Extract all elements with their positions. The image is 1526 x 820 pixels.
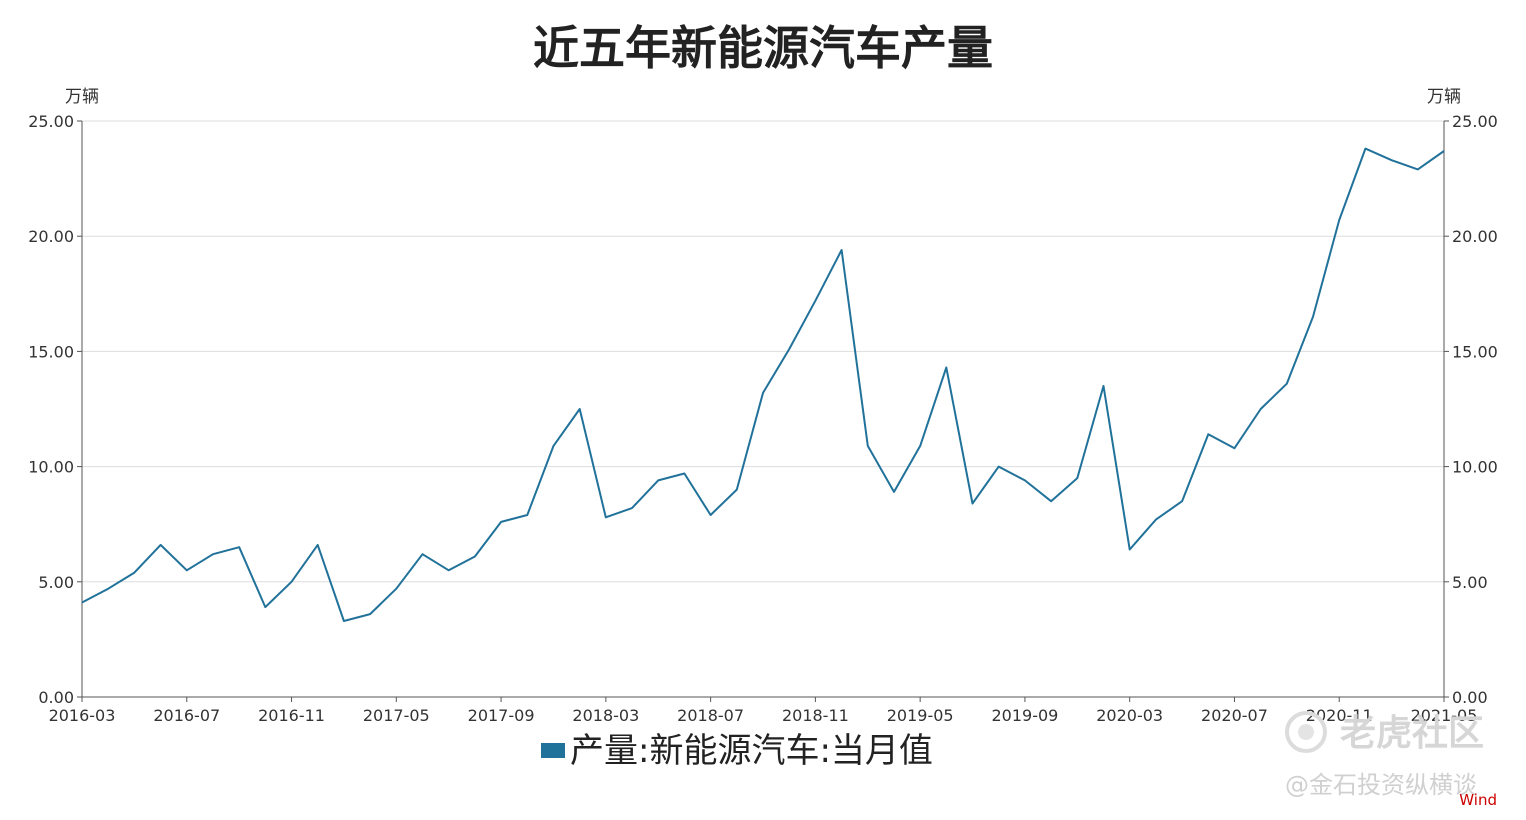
- series-group: [80, 146, 1447, 624]
- data-point[interactable]: [1049, 499, 1054, 504]
- data-point[interactable]: [813, 298, 818, 303]
- data-point[interactable]: [315, 542, 320, 547]
- data-point[interactable]: [211, 552, 216, 557]
- data-point[interactable]: [944, 365, 949, 370]
- data-point[interactable]: [1442, 149, 1447, 154]
- data-point[interactable]: [1337, 218, 1342, 223]
- data-point[interactable]: [761, 390, 766, 395]
- data-point[interactable]: [80, 600, 85, 605]
- data-point[interactable]: [446, 568, 451, 573]
- data-point[interactable]: [341, 619, 346, 624]
- data-point[interactable]: [1075, 476, 1080, 481]
- left-y-tick-label: 20.00: [28, 227, 74, 246]
- left-y-tick-label: 25.00: [28, 112, 74, 131]
- data-point[interactable]: [132, 570, 137, 575]
- data-point[interactable]: [1258, 407, 1263, 412]
- data-point[interactable]: [263, 605, 268, 610]
- x-tick-label: 2018-07: [677, 706, 744, 725]
- x-tick-label: 2021-05: [1411, 706, 1478, 725]
- data-point[interactable]: [472, 554, 477, 559]
- data-point[interactable]: [1363, 146, 1368, 151]
- watermark-brand: 老虎社区: [1340, 713, 1484, 754]
- data-point[interactable]: [1153, 517, 1158, 522]
- right-y-tick-label: 25.00: [1452, 112, 1498, 131]
- data-point[interactable]: [237, 545, 242, 550]
- data-point[interactable]: [1127, 547, 1132, 552]
- data-point[interactable]: [420, 552, 425, 557]
- data-point[interactable]: [656, 478, 661, 483]
- data-point[interactable]: [1284, 381, 1289, 386]
- x-tick-label: 2016-03: [49, 706, 116, 725]
- chart-title: 近五年新能源汽车产量: [533, 21, 993, 75]
- x-tick-label: 2017-05: [363, 706, 430, 725]
- data-point[interactable]: [1232, 446, 1237, 451]
- x-tick-label: 2017-09: [468, 706, 535, 725]
- data-point[interactable]: [394, 586, 399, 591]
- data-point[interactable]: [918, 443, 923, 448]
- data-point[interactable]: [158, 542, 163, 547]
- data-point[interactable]: [1022, 478, 1027, 483]
- left-y-tick-labels: 0.00 5.00 10.00 15.00 20.00 25.00: [28, 112, 74, 707]
- series-line: [81, 147, 1445, 622]
- data-point[interactable]: [682, 471, 687, 476]
- data-point[interactable]: [1389, 158, 1394, 163]
- data-point[interactable]: [1180, 499, 1185, 504]
- data-point[interactable]: [839, 248, 844, 253]
- legend-label: 产量:新能源汽车:当月值: [570, 731, 933, 771]
- watermark-handle: @金石投资纵横谈: [1285, 771, 1477, 799]
- legend-swatch: [541, 743, 565, 758]
- data-point[interactable]: [970, 501, 975, 506]
- right-y-tick-label: 5.00: [1452, 573, 1488, 592]
- data-point[interactable]: [499, 519, 504, 524]
- axes: [77, 120, 1449, 702]
- data-point[interactable]: [708, 513, 713, 518]
- x-tick-label: 2018-03: [572, 706, 639, 725]
- left-y-tick-label: 10.00: [28, 458, 74, 477]
- data-point[interactable]: [1415, 167, 1420, 172]
- left-y-tick-label: 0.00: [38, 688, 74, 707]
- watermark-logo-icon: [1285, 711, 1327, 753]
- data-point[interactable]: [892, 489, 897, 494]
- data-point[interactable]: [525, 513, 530, 518]
- x-tick-label: 2016-11: [258, 706, 325, 725]
- data-point[interactable]: [289, 579, 294, 584]
- grid-lines: [82, 120, 1444, 583]
- right-axis-unit: 万辆: [1427, 87, 1461, 107]
- x-tick-label: 2019-05: [887, 706, 954, 725]
- watermark: 老虎社区 @金石投资纵横谈: [1285, 711, 1484, 799]
- data-point[interactable]: [996, 464, 1001, 469]
- x-tick-labels: 2016-03 2016-07 2016-11 2017-05 2017-09 2018-…: [49, 706, 1478, 725]
- right-y-tick-label: 15.00: [1452, 342, 1498, 361]
- data-point[interactable]: [787, 347, 792, 352]
- right-y-tick-label: 20.00: [1452, 227, 1498, 246]
- x-tick-label: 2020-03: [1096, 706, 1163, 725]
- x-tick-label: 2019-09: [991, 706, 1058, 725]
- data-point[interactable]: [551, 443, 556, 448]
- left-y-tick-label: 15.00: [28, 342, 74, 361]
- x-tick-label: 2020-07: [1201, 706, 1268, 725]
- data-point[interactable]: [106, 586, 111, 591]
- data-point[interactable]: [603, 515, 608, 520]
- data-point[interactable]: [368, 612, 373, 617]
- right-y-tick-label: 0.00: [1452, 688, 1488, 707]
- right-y-tick-label: 10.00: [1452, 458, 1498, 477]
- data-point[interactable]: [577, 407, 582, 412]
- x-tick-label: 2018-11: [782, 706, 849, 725]
- right-y-tick-labels: 0.00 5.00 10.00 15.00 20.00 25.00: [1452, 112, 1498, 707]
- left-y-tick-label: 5.00: [38, 573, 74, 592]
- data-point[interactable]: [1206, 432, 1211, 437]
- data-point[interactable]: [1101, 384, 1106, 389]
- x-tick-label: 2016-07: [153, 706, 220, 725]
- data-point[interactable]: [630, 506, 635, 511]
- data-point[interactable]: [865, 443, 870, 448]
- data-point[interactable]: [1311, 314, 1316, 319]
- data-point[interactable]: [184, 568, 189, 573]
- data-point[interactable]: [734, 487, 739, 492]
- legend[interactable]: 产量:新能源汽车:当月值: [541, 731, 933, 771]
- left-axis-unit: 万辆: [65, 87, 99, 107]
- source-label: Wind: [1459, 791, 1497, 809]
